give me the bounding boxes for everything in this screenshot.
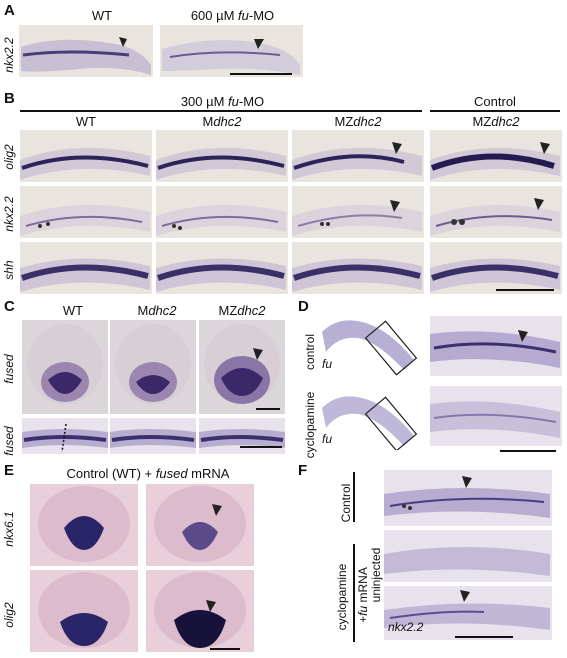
panel-b-row-nkx22: nkx2.2 bbox=[2, 196, 16, 232]
panel-b-img-nkx22-wt bbox=[20, 186, 152, 238]
panel-a-image-wt bbox=[19, 25, 153, 77]
panel-f-cyclopamine-label: cyclopamine bbox=[335, 563, 349, 631]
panel-b-col-wt: WT bbox=[75, 114, 97, 129]
scale-bar bbox=[500, 450, 556, 452]
divider bbox=[353, 544, 355, 642]
panel-b-row-shh: shh bbox=[2, 260, 16, 280]
arrowhead-icon bbox=[392, 142, 402, 154]
scale-bar bbox=[455, 636, 513, 638]
panel-b-img-nkx22-m bbox=[156, 186, 288, 238]
arrowhead-icon bbox=[462, 476, 472, 488]
panel-b-img-olig2-mz1 bbox=[292, 130, 424, 182]
panel-a-letter: A bbox=[4, 2, 15, 19]
arrowhead-icon bbox=[253, 348, 263, 360]
panel-b-img-shh-m bbox=[156, 242, 288, 294]
panel-e-header: Control (WT) + fused mRNA bbox=[66, 466, 230, 481]
scale-bar bbox=[230, 73, 292, 75]
panel-f-gene-label: nkx2.2 bbox=[388, 620, 424, 634]
panel-b-img-shh-mz2 bbox=[430, 242, 562, 294]
panel-b-img-nkx22-mz1 bbox=[292, 186, 424, 238]
panel-d-fu-label-2: fu bbox=[322, 432, 333, 446]
arrowhead-icon bbox=[206, 600, 216, 612]
panel-f-img-fu-mrna bbox=[384, 586, 552, 640]
panel-c-img-m-section bbox=[110, 320, 196, 414]
panel-c-col-mz: MZdhc2 bbox=[218, 303, 266, 318]
panel-a-image-mo bbox=[160, 25, 303, 77]
panel-e-img-nkx61-2 bbox=[146, 484, 254, 566]
panel-c-col-wt: WT bbox=[62, 303, 84, 318]
panel-f-img-uninjected bbox=[384, 530, 552, 582]
panel-c-img-mz-lateral bbox=[199, 418, 285, 454]
panel-b-row-olig2: olig2 bbox=[2, 144, 16, 170]
panel-b-img-shh-mz1 bbox=[292, 242, 424, 294]
panel-a-col-wt: WT bbox=[91, 8, 113, 23]
divider bbox=[430, 110, 560, 112]
panel-b-col-m: Mdhc2 bbox=[202, 114, 242, 129]
panel-d-row-control: control bbox=[303, 333, 317, 371]
panel-f-control-label: Control bbox=[339, 483, 353, 523]
panel-e-row-nkx61: nkx6.1 bbox=[2, 511, 16, 547]
panel-b-img-olig2-mz2 bbox=[430, 130, 562, 182]
panel-f-img-control bbox=[384, 470, 552, 526]
panel-c-img-m-lateral bbox=[110, 418, 196, 454]
panel-c-letter: C bbox=[4, 298, 15, 315]
panel-b-col-mz2: MZdhc2 bbox=[472, 114, 520, 129]
panel-b-control-header: Control bbox=[474, 94, 516, 109]
arrowhead-icon bbox=[390, 200, 400, 212]
panel-d-fu-label-1: fu bbox=[322, 357, 333, 371]
panel-b-img-olig2-m bbox=[156, 130, 288, 182]
panel-c-row-fused-2: fused bbox=[2, 426, 16, 456]
panel-a-col-mo: 600 µM fu-MO bbox=[190, 8, 275, 23]
panel-f-uninjected-label: uninjected bbox=[369, 547, 383, 603]
panel-e-img-nkx61-1 bbox=[30, 484, 138, 566]
arrowhead-icon bbox=[119, 37, 127, 47]
panel-f-letter: F bbox=[298, 462, 308, 479]
panel-e-img-olig2-1 bbox=[30, 570, 138, 652]
panel-d-img-control-inset bbox=[430, 316, 562, 376]
arrowhead-icon bbox=[254, 39, 264, 49]
scale-bar bbox=[256, 408, 280, 410]
arrowhead-icon bbox=[534, 198, 544, 210]
arrowhead-icon bbox=[540, 142, 550, 154]
panel-c-img-wt-lateral bbox=[22, 418, 108, 454]
panel-b-letter: B bbox=[4, 90, 15, 107]
panel-d-img-cyclo-inset bbox=[430, 386, 562, 446]
panel-b-img-shh-wt bbox=[20, 242, 152, 294]
panel-b-col-mz1: MZdhc2 bbox=[334, 114, 382, 129]
panel-c-col-m: Mdhc2 bbox=[137, 303, 177, 318]
arrowhead-icon bbox=[518, 330, 528, 342]
scale-bar bbox=[210, 648, 240, 650]
arrowhead-icon bbox=[460, 590, 470, 602]
panel-b-group-header: 300 µM fu-MO bbox=[180, 94, 265, 109]
panel-b-img-olig2-wt bbox=[20, 130, 152, 182]
panel-e-row-olig2: olig2 bbox=[2, 602, 16, 628]
panel-d-row-cyclopamine: cyclopamine bbox=[303, 391, 317, 459]
panel-e-letter: E bbox=[4, 462, 15, 479]
divider bbox=[20, 110, 422, 112]
scale-bar bbox=[240, 446, 282, 448]
panel-c-img-wt-section bbox=[22, 320, 108, 414]
panel-a-row-label: nkx2.2 bbox=[2, 37, 16, 73]
scale-bar bbox=[496, 289, 554, 291]
panel-d-letter: D bbox=[298, 298, 309, 315]
divider bbox=[353, 472, 355, 522]
panel-c-row-fused-1: fused bbox=[2, 354, 16, 384]
arrowhead-icon bbox=[212, 504, 222, 516]
panel-e-img-olig2-2 bbox=[146, 570, 254, 652]
panel-c-img-mz-section bbox=[199, 320, 285, 414]
panel-b-img-nkx22-mz2 bbox=[430, 186, 562, 238]
panel-d-img-control-whole bbox=[318, 312, 420, 376]
panel-f-fu-mrna-label: +fu mRNA bbox=[356, 567, 370, 623]
panel-d-img-cyclo-whole bbox=[318, 386, 420, 450]
